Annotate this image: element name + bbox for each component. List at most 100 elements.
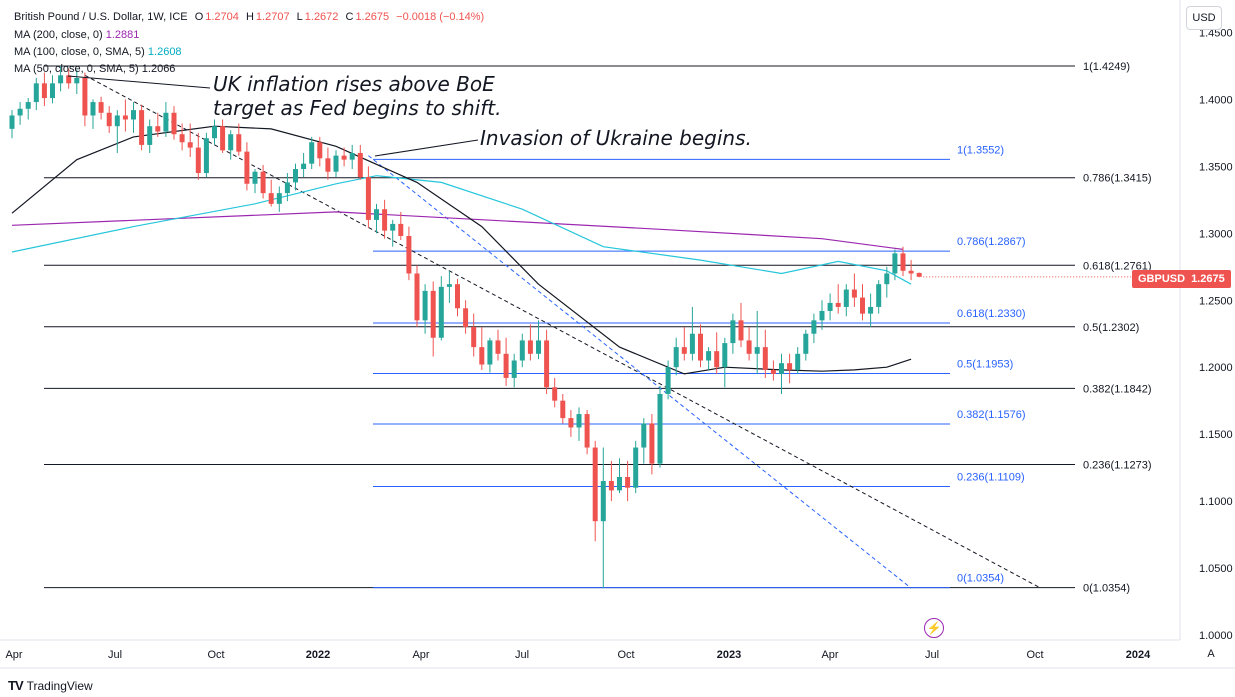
trendline: [368, 155, 912, 589]
candle-body: [803, 333, 809, 354]
candle-body: [365, 177, 371, 220]
legend-ma200: MA (200, close, 0) 1.2881: [14, 28, 139, 42]
candle-body: [851, 289, 857, 298]
candle-body: [600, 481, 606, 522]
candle-body: [244, 151, 250, 184]
currency-button[interactable]: USD: [1186, 6, 1222, 30]
candle-body: [633, 447, 639, 488]
legend-ma200-value: 1.2881: [105, 29, 140, 41]
annotation-ukraine: Invasion of Ukraine begins.: [480, 126, 752, 150]
candle-body: [730, 320, 736, 344]
candle-body: [284, 182, 290, 194]
candle-body: [835, 302, 841, 307]
candle-body: [195, 147, 201, 174]
candle-body: [843, 289, 849, 307]
legend-ma50-value: 1.2066: [141, 63, 176, 75]
time-tick-label: Oct: [617, 649, 634, 661]
candle-body: [139, 110, 145, 145]
candle-body: [552, 387, 558, 401]
candle-body: [98, 102, 104, 113]
ma50-line: [11, 125, 912, 375]
candle-body: [155, 126, 161, 132]
candle-body: [390, 223, 396, 231]
candle-body: [114, 115, 120, 127]
time-tick-label: Jul: [925, 649, 939, 661]
fib-black-label: 0(1.0354): [1083, 583, 1130, 595]
candle-body: [641, 423, 647, 448]
candle-body: [738, 320, 744, 341]
last-price-value: 1.2675: [1191, 273, 1225, 285]
fib-black-label: 0.382(1.1842): [1083, 383, 1152, 395]
ma100-line: [11, 175, 912, 285]
legend-ma50-label: MA (50, close, 0, SMA, 5): [14, 63, 139, 75]
price-tick-label: 1.1500: [1199, 429, 1233, 441]
candle-body: [74, 77, 80, 84]
candle-body: [398, 223, 404, 236]
candle-body: [649, 423, 655, 464]
ma200-line: [11, 211, 904, 250]
candle-body: [276, 193, 282, 204]
candle-body: [220, 126, 226, 151]
legend-open: 1.2704: [205, 11, 239, 23]
tradingview-brand: TradingView: [26, 678, 93, 693]
candle-body: [58, 75, 64, 84]
candle-body: [212, 126, 217, 139]
legend-low-label: L: [296, 11, 303, 23]
candle-body: [333, 155, 339, 172]
candle-body: [787, 363, 793, 370]
candle-body: [309, 142, 315, 164]
candle-body: [560, 400, 566, 419]
candle-body: [495, 340, 501, 354]
candle-body: [131, 110, 136, 120]
candle-body: [179, 134, 185, 143]
legend-low: 1.2672: [304, 11, 339, 23]
candle-body: [689, 333, 695, 354]
candle-body: [673, 347, 679, 368]
candle-body: [203, 138, 209, 174]
legend-ma100-label: MA (100, close, 0, SMA, 5): [14, 46, 145, 58]
candle-body: [665, 367, 671, 394]
candle-body: [41, 83, 47, 99]
time-tick-label: 2024: [1126, 649, 1151, 661]
price-tick-label: 1.2500: [1199, 295, 1233, 307]
candle-body: [698, 333, 703, 361]
legend-title: British Pound / U.S. Dollar, 1W, ICE: [14, 11, 188, 23]
candle-body: [714, 351, 720, 368]
time-tick-label: Jul: [515, 649, 529, 661]
tradingview-logo: TV TradingView: [8, 678, 93, 693]
legend-title-row: British Pound / U.S. Dollar, 1W, ICE O 1.…: [14, 10, 484, 24]
fib-blue-label: 0.5(1.1953): [957, 358, 1013, 370]
legend-high-label: H: [245, 11, 254, 23]
candle-body: [544, 340, 550, 388]
time-tick-label: 2022: [306, 649, 330, 661]
annotation-ukraine-leader: [374, 139, 479, 157]
candle-body: [471, 327, 477, 348]
time-tick-label: Jul: [108, 649, 122, 661]
legend-change: −0.0018 (−0.14%): [396, 11, 485, 23]
time-tick-label: 2023: [717, 649, 741, 661]
price-tick-label: 1.1000: [1199, 496, 1233, 508]
candle-body: [50, 83, 55, 99]
time-tick-label: Apr: [5, 649, 22, 661]
candle-body: [25, 102, 31, 109]
lightning-icon[interactable]: ⚡: [924, 618, 944, 638]
candle-body: [406, 235, 412, 274]
legend-ma200-label: MA (200, close, 0): [14, 29, 103, 41]
candle-body: [527, 340, 533, 354]
price-tick-label: 1.0000: [1199, 630, 1233, 642]
time-tick-label: Apr: [821, 649, 838, 661]
time-tick-label: Apr: [412, 649, 429, 661]
legend-high: 1.2707: [255, 11, 290, 23]
auto-scale-button[interactable]: A: [1207, 648, 1215, 660]
fib-blue-label: 1(1.3552): [957, 144, 1004, 156]
annotation-boe-leader: [67, 75, 211, 89]
tradingview-mark-icon: TV: [8, 678, 24, 693]
candle-body: [463, 308, 469, 328]
price-tick-label: 1.3000: [1199, 228, 1233, 240]
candle-body: [884, 273, 890, 285]
candle-body: [252, 171, 258, 184]
candle-body: [584, 414, 590, 448]
annotation-boe-line1: UK inflation rises above BoE: [213, 72, 495, 96]
candle-body: [536, 340, 541, 354]
